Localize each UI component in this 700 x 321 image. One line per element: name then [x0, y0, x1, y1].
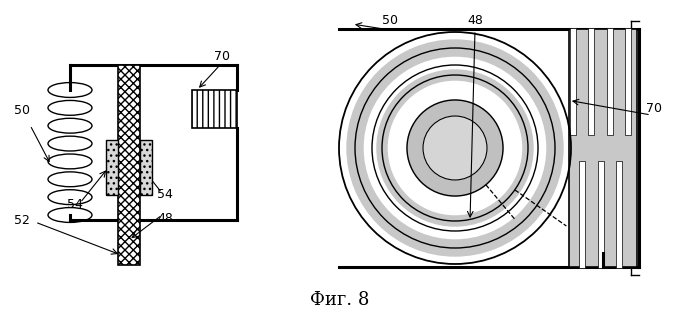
- Text: 48: 48: [467, 13, 483, 27]
- Text: 50: 50: [382, 13, 398, 27]
- Bar: [625, 28, 631, 135]
- Bar: [106, 140, 118, 195]
- Bar: [616, 161, 622, 268]
- Text: Фиг. 8: Фиг. 8: [310, 291, 370, 309]
- Text: 54: 54: [157, 188, 173, 202]
- Circle shape: [423, 116, 487, 180]
- Text: 54: 54: [67, 198, 83, 212]
- Bar: [118, 65, 140, 265]
- Text: 50: 50: [14, 103, 30, 117]
- Text: 52: 52: [14, 213, 30, 227]
- Bar: [569, 29, 637, 267]
- Text: 70: 70: [214, 50, 230, 64]
- Text: 70: 70: [646, 101, 662, 115]
- Bar: [607, 28, 612, 135]
- Bar: [598, 161, 603, 268]
- Bar: [192, 90, 237, 128]
- Circle shape: [407, 100, 503, 196]
- Bar: [570, 28, 576, 135]
- Bar: [580, 161, 585, 268]
- Bar: [140, 140, 152, 195]
- Text: 48: 48: [157, 212, 173, 224]
- Bar: [589, 28, 594, 135]
